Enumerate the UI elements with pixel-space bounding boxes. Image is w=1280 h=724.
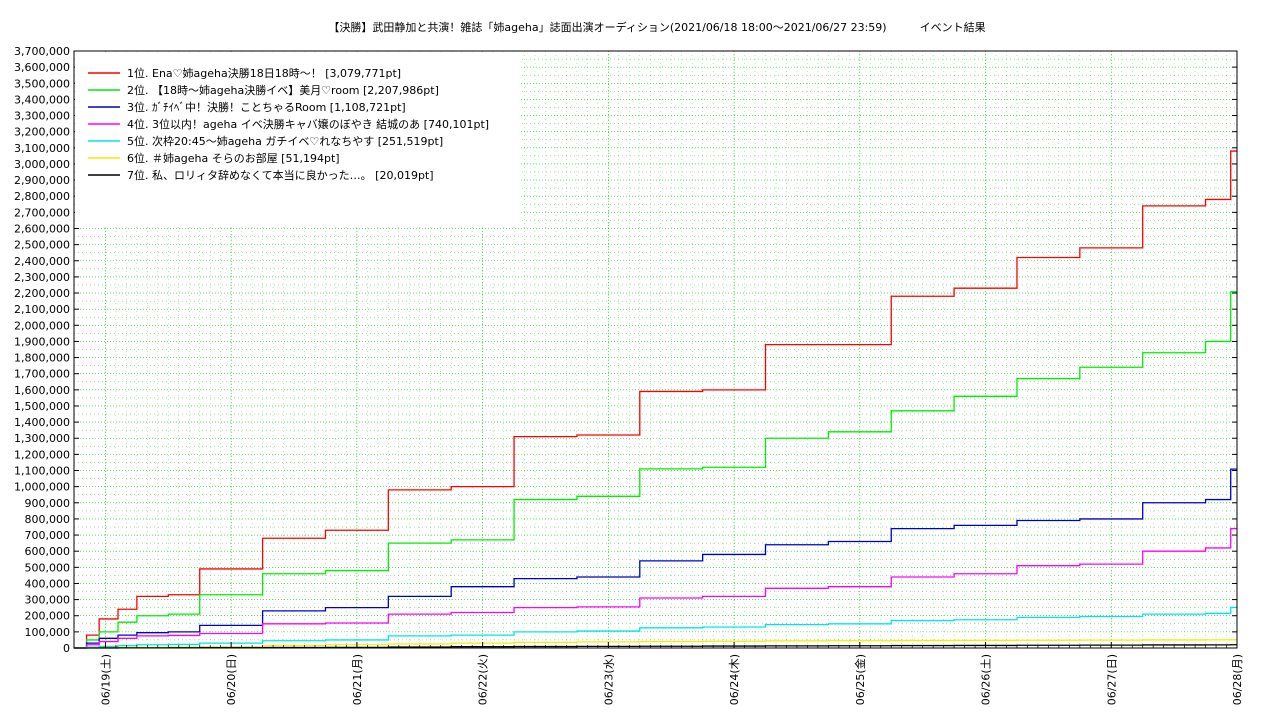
y-tick-label: 2,300,000 xyxy=(14,271,70,284)
x-tick-label: 06/21(月) xyxy=(351,654,364,705)
chart-title: 【決勝】武田静加と共演！雑誌「姉ageha」誌面出演オーディション(2021/0… xyxy=(328,20,985,34)
x-tick-label: 06/27(日) xyxy=(1105,654,1118,705)
legend-label-1: 1位. Ena♡姉ageha決勝18日18時〜！ [3,079,771pt] xyxy=(127,66,401,80)
y-tick-label: 1,300,000 xyxy=(14,432,70,445)
y-tick-label: 2,800,000 xyxy=(14,190,70,203)
legend-box xyxy=(75,52,519,227)
y-tick-label: 1,200,000 xyxy=(14,448,70,461)
y-tick-label: 100,000 xyxy=(25,626,71,639)
y-tick-label: 2,700,000 xyxy=(14,206,70,219)
y-tick-label: 0 xyxy=(63,642,70,655)
x-tick-label: 06/25(金) xyxy=(853,654,867,705)
y-tick-label: 3,100,000 xyxy=(14,142,70,155)
y-tick-label: 2,900,000 xyxy=(14,174,70,187)
y-tick-label: 500,000 xyxy=(25,561,71,574)
y-tick-label: 1,800,000 xyxy=(14,352,70,365)
series-line-3 xyxy=(74,468,1237,649)
series-line-2 xyxy=(74,291,1237,649)
series-line-5 xyxy=(74,606,1237,649)
legend-label-6: 6位. ＃姉ageha そらのお部屋 [51,194pt] xyxy=(127,151,340,165)
x-tick-label: 06/23(水) xyxy=(602,654,615,705)
plot-frame xyxy=(73,50,1238,649)
legend-label-3: 3位. ｶﾞﾁｲﾍﾞ中！決勝！ことちゃるRoom [1,108,721pt] xyxy=(127,100,406,114)
y-tick-label: 2,400,000 xyxy=(14,255,70,268)
series-line-1 xyxy=(74,150,1237,649)
x-tick-label: 06/24(木) xyxy=(728,654,741,705)
y-tick-label: 1,700,000 xyxy=(14,368,70,381)
y-tick-label: 3,000,000 xyxy=(14,158,70,171)
y-tick-label: 2,000,000 xyxy=(14,319,70,332)
y-tick-label: 2,600,000 xyxy=(14,222,70,235)
y-tick-label: 1,600,000 xyxy=(14,384,70,397)
y-tick-label: 2,500,000 xyxy=(14,239,70,252)
y-tick-label: 1,000,000 xyxy=(14,481,70,494)
x-tick-label: 06/19(土) xyxy=(99,654,112,705)
x-tick-label: 06/20(日) xyxy=(225,654,238,705)
y-tick-label: 3,300,000 xyxy=(14,110,70,123)
y-tick-label: 1,400,000 xyxy=(14,416,70,429)
y-tick-label: 1,900,000 xyxy=(14,335,70,348)
y-tick-label: 800,000 xyxy=(25,513,71,526)
y-tick-label: 3,500,000 xyxy=(14,77,70,90)
y-tick-label: 3,400,000 xyxy=(14,93,70,106)
y-tick-label: 900,000 xyxy=(25,497,71,510)
y-tick-label: 200,000 xyxy=(25,610,71,623)
x-tick-label: 06/28(月) xyxy=(1231,654,1244,705)
y-tick-label: 3,600,000 xyxy=(14,61,70,74)
y-tick-label: 1,500,000 xyxy=(14,400,70,413)
legend-label-2: 2位. 【18時〜姉ageha決勝イベ】美月♡room [2,207,986pt… xyxy=(127,83,439,97)
series-line-4 xyxy=(74,527,1237,649)
x-tick-label: 06/26(土) xyxy=(980,654,993,705)
y-tick-label: 700,000 xyxy=(25,529,71,542)
legend-label-4: 4位. 3位以内！ageha イベ決勝キャバ嬢のぼやき 結城のあ [740,10… xyxy=(127,117,489,131)
x-tick-label: 06/22(火) xyxy=(477,654,490,705)
legend-label-7: 7位. 私、ロリィタ辞めなくて本当に良かった…。 [20,019pt] xyxy=(127,168,434,182)
y-tick-label: 400,000 xyxy=(25,577,71,590)
legend-label-5: 5位. 次枠20:45〜姉ageha ガチイベ♡れなちやす [251,519pt… xyxy=(127,134,443,148)
y-tick-label: 2,100,000 xyxy=(14,303,70,316)
y-tick-label: 2,200,000 xyxy=(14,287,70,300)
y-tick-label: 3,200,000 xyxy=(14,126,70,139)
y-tick-label: 300,000 xyxy=(25,594,71,607)
y-tick-label: 600,000 xyxy=(25,545,71,558)
y-tick-label: 1,100,000 xyxy=(14,465,70,478)
y-tick-label: 3,700,000 xyxy=(14,45,70,58)
